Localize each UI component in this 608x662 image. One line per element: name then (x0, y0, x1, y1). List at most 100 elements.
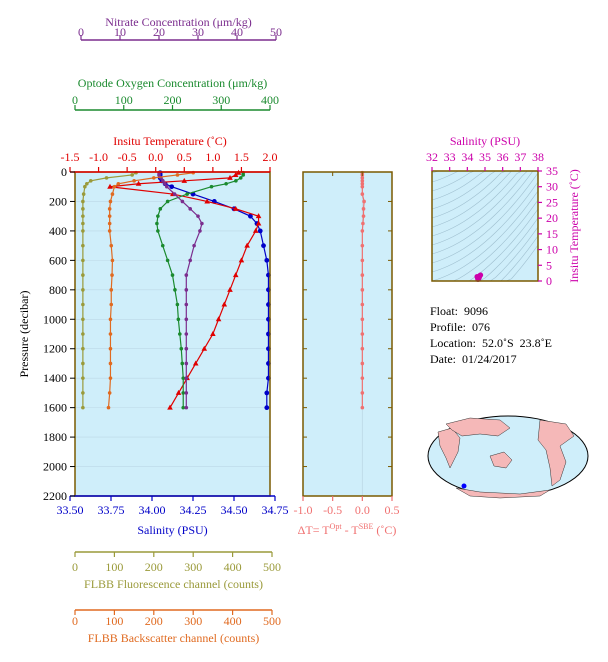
ts-salinity-tick-label: 34 (461, 150, 473, 164)
nitrate-point (196, 214, 200, 218)
ts-temperature-axis-label: Insitu Temperature (˚C) (567, 169, 581, 283)
pressure-tick-label: 1200 (43, 342, 67, 356)
fluorescence-point (81, 346, 85, 351)
temperature-point (204, 198, 210, 204)
oxygen-point (165, 199, 170, 204)
nitrate-point (184, 376, 189, 380)
profile-axes: 0 10 20 30 40 50 Nitrate Concentration (μm/kg)… (17, 15, 289, 645)
oxygen-tick-label: 0 (72, 93, 78, 107)
ts-temperature-tick-label: 15 (546, 227, 558, 241)
nitrate-point (184, 346, 189, 351)
ts-density-contour (431, 170, 539, 255)
nitrate-tick-label: 20 (153, 25, 165, 39)
salinity-axis-label: Salinity (PSU) (137, 523, 207, 537)
fluorescence-point (81, 214, 85, 218)
backscatter-point (107, 221, 112, 226)
nitrate-point (200, 221, 204, 226)
oxygen-tick-label: 200 (164, 93, 182, 107)
pressure-tick-label: 1400 (43, 371, 67, 385)
ts-salinity-tick-label: 38 (532, 150, 544, 164)
oxygen-point (176, 317, 181, 322)
dt-point (360, 184, 365, 189)
map-land-eurasia (445, 417, 511, 437)
temperature-point (238, 257, 245, 263)
ts-temperature-tick-label: 5 (546, 258, 552, 272)
dt-axes: -1.0 -0.5 0.0 0.5 ΔT= TOpt - TSBE (˚C) (294, 171, 400, 537)
backscatter-point (106, 405, 111, 410)
fluorescence-tick-label: 400 (224, 560, 242, 574)
ts-salinity-axis-label: Salinity (PSU) (450, 134, 520, 148)
ts-density-contour (431, 190, 539, 282)
dt-point (360, 288, 365, 292)
nitrate-point (184, 317, 189, 322)
map-land-antarctica (455, 487, 551, 499)
oxygen-point (179, 346, 184, 351)
location-map (427, 415, 589, 499)
pressure-tick-label: 600 (49, 253, 67, 267)
fluorescence-point (81, 405, 85, 410)
salinity-point (264, 257, 270, 263)
temperature-tick-label: 0.5 (177, 150, 192, 164)
backscatter-point (107, 207, 112, 211)
backscatter-line (107, 172, 194, 408)
oxygen-point (224, 181, 228, 186)
oxygen-tick-label: 300 (212, 93, 230, 107)
backscatter-point (110, 258, 115, 263)
backscatter-point (108, 346, 113, 351)
dt-tick-label: 0.5 (385, 503, 400, 517)
oxygen-point (156, 214, 160, 218)
temperature-tick-label: 2.0 (263, 150, 278, 164)
backscatter-tick-label: 100 (105, 614, 123, 628)
temperature-point (232, 272, 239, 278)
ts-salinity-tick-label: 36 (497, 150, 509, 164)
backscatter-tick-label: 500 (263, 614, 281, 628)
dt-point (360, 176, 365, 180)
fluorescence-tick-label: 500 (263, 560, 281, 574)
dt-point (360, 302, 365, 307)
ts-salinity-tick-label: 32 (426, 150, 438, 164)
dt-point (360, 258, 365, 263)
oxygen-point (178, 332, 182, 336)
dt-point (360, 229, 365, 233)
backscatter-point (108, 376, 113, 380)
ts-temperature-tick-label: 30 (546, 180, 558, 194)
dt-point (360, 192, 365, 196)
oxygen-point (181, 405, 186, 410)
pressure-tick-label: 1800 (43, 430, 67, 444)
temperature-point (244, 242, 250, 248)
temperature-tick-label: -0.5 (118, 150, 137, 164)
dt-point (360, 317, 365, 322)
nitrate-point (192, 243, 196, 248)
ts-salinity-tick-label: 37 (514, 150, 526, 164)
fluorescence-point (81, 221, 85, 226)
ts-temperature-tick-label: 35 (546, 164, 558, 178)
dt-point (360, 273, 365, 277)
temperature-point (181, 177, 188, 183)
temperature-point (221, 301, 228, 307)
oxygen-point (165, 258, 170, 263)
oxygen-point (156, 229, 160, 233)
fluorescence-tick-label: 300 (184, 560, 202, 574)
backscatter-point (109, 243, 114, 248)
nitrate-point (188, 258, 192, 263)
backscatter-point (116, 181, 121, 186)
ts-density-contour (431, 172, 539, 264)
date-text: Date: 01/24/2017 (430, 352, 517, 366)
nitrate-point (184, 302, 189, 307)
temperature-point (227, 286, 233, 292)
pressure-tick-label: 800 (49, 283, 67, 297)
map-land-americas (537, 419, 575, 487)
fluorescence-point (81, 258, 85, 263)
backscatter-point (175, 173, 180, 177)
dt-point (361, 214, 366, 218)
oxygen-point (238, 176, 243, 180)
nitrate-tick-label: 30 (192, 25, 204, 39)
nitrate-point (184, 391, 189, 395)
salinity-tick-label: 33.50 (57, 503, 84, 517)
nitrate-point (184, 361, 189, 366)
temperature-point (255, 220, 262, 226)
fluorescence-point (81, 361, 85, 366)
backscatter-point (108, 332, 113, 336)
dt-point (360, 376, 365, 380)
